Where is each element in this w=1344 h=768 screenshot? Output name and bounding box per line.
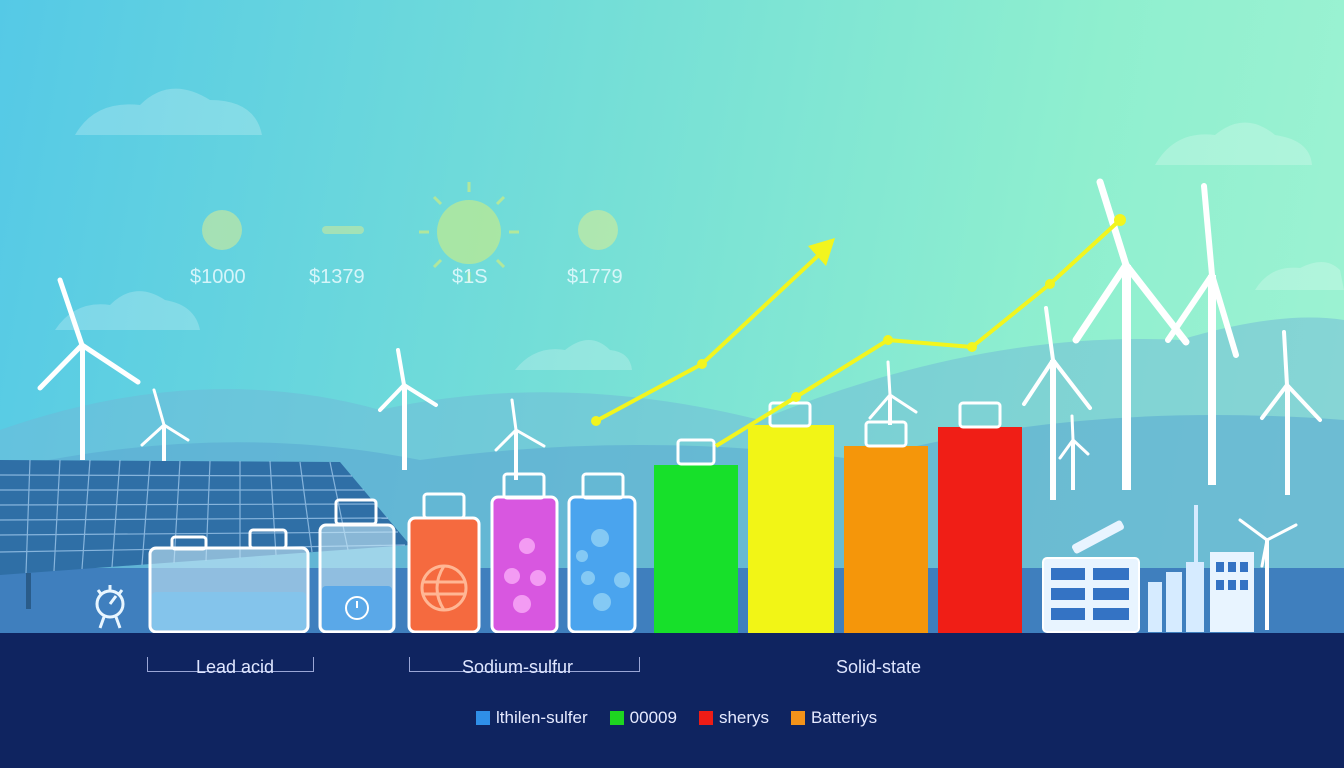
clouds — [55, 88, 1344, 370]
solar-panel-array — [0, 459, 410, 609]
wind-turbine-icon — [494, 398, 546, 480]
ground-band — [0, 633, 1344, 768]
wind-turbine-icon — [1058, 414, 1090, 490]
price-label: $1S — [452, 266, 488, 288]
wind-turbine-icon — [1260, 330, 1322, 495]
clock-icon — [345, 596, 369, 620]
storage-facility — [1042, 505, 1254, 633]
sun-icon — [322, 226, 364, 234]
trend-line-primary — [595, 250, 824, 423]
legend-label: lthilen-sulfer — [496, 708, 588, 727]
price-label: $1379 — [309, 266, 365, 288]
legend-item: sherys — [698, 708, 770, 728]
label-sodium-sulfur: Sodium-sulfur — [462, 657, 574, 677]
sun-icon — [419, 182, 519, 282]
label-solid-state: Solid-state — [836, 657, 922, 677]
legend-swatch — [609, 711, 624, 725]
trend-arrow-head — [808, 238, 835, 266]
wind-turbines — [37, 178, 1322, 630]
legend-label: 00009 — [629, 708, 677, 727]
battery-lead-acid-large — [148, 528, 310, 634]
sun-icons — [202, 182, 618, 282]
bar-green — [654, 438, 738, 633]
price-label: $1779 — [567, 266, 623, 288]
legend-swatch — [698, 711, 713, 725]
legend: lthilen-sulfer 00009 sherys Batteriys — [476, 708, 877, 728]
bracket-lead-acid — [147, 657, 314, 672]
legend-item: lthilen-sulfer — [476, 708, 588, 728]
trend-lines — [591, 214, 1126, 448]
battery-lead-acid-small — [318, 498, 396, 634]
battery-lithium-blue — [567, 472, 637, 634]
gauge-icon — [95, 585, 125, 629]
bar-yellow — [748, 401, 834, 633]
legend-swatch — [476, 711, 490, 725]
legend-label: sherys — [718, 708, 770, 727]
sun-icon — [578, 210, 618, 250]
wind-turbine-icon — [378, 348, 438, 470]
droplet-icons — [504, 538, 546, 613]
wind-turbine-icon — [1165, 183, 1239, 485]
legend-item: 00009 — [609, 708, 677, 728]
globe-icon — [420, 564, 468, 612]
battery-bars — [654, 401, 1022, 633]
wind-turbine-icon — [140, 388, 190, 463]
bubble-icons — [576, 529, 630, 611]
legend-swatch — [791, 711, 806, 725]
wind-turbine-icon — [1022, 306, 1092, 500]
legend-item: Batteriys — [791, 708, 877, 728]
sun-icon — [202, 210, 242, 250]
bracket-sodium-sulfur — [409, 657, 640, 672]
bar-red — [938, 401, 1022, 633]
bar-orange — [844, 420, 928, 633]
trend-line-secondary — [714, 218, 1122, 448]
battery-sodium-sulfur-magenta — [490, 472, 559, 634]
wind-turbine-icon — [868, 360, 918, 425]
wind-turbine-icon — [37, 277, 141, 460]
battery-sodium-sulfur-orange — [407, 492, 481, 634]
label-lead-acid: Lead acid — [196, 657, 275, 677]
wind-turbine-icon — [1238, 518, 1298, 630]
legend-label: Batteriys — [811, 708, 878, 727]
price-label: $1000 — [190, 266, 246, 288]
